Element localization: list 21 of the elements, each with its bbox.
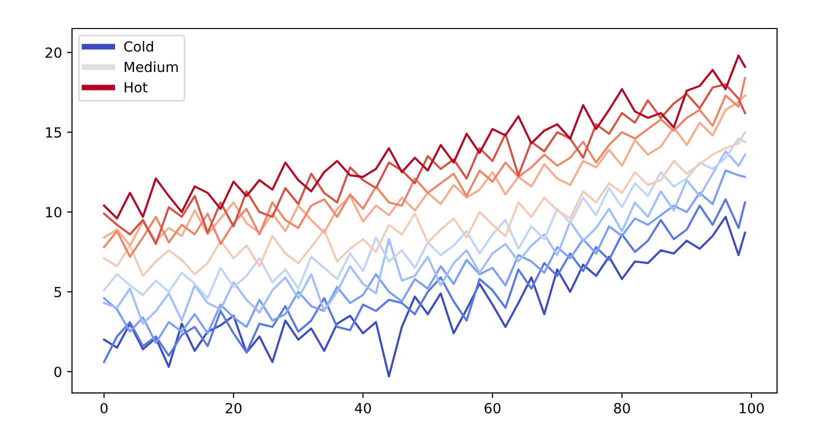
y-tick-label: 0 (54, 366, 62, 378)
line-series (103, 216, 746, 378)
x-tick-label: 100 (740, 402, 764, 414)
x-tick-label: 0 (100, 402, 108, 414)
y-tick-label: 20 (46, 47, 62, 58)
y-tick-label: 5 (54, 286, 62, 298)
line-series (103, 198, 746, 364)
line-series (103, 131, 746, 277)
x-tick-label: 20 (226, 402, 242, 414)
line-series (103, 138, 746, 300)
y-tick-label: 15 (46, 127, 62, 138)
line-series (103, 169, 746, 344)
legend-label: Medium (124, 61, 178, 72)
x-tick-label: 40 (354, 402, 371, 414)
line-series (103, 54, 746, 220)
x-tick-label: 80 (614, 402, 630, 414)
line-series (103, 150, 746, 325)
legend-label: Cold (124, 41, 154, 52)
y-tick-label: 10 (46, 206, 62, 218)
x-tick-label: 60 (484, 402, 500, 414)
legend-label: Hot (124, 82, 148, 93)
